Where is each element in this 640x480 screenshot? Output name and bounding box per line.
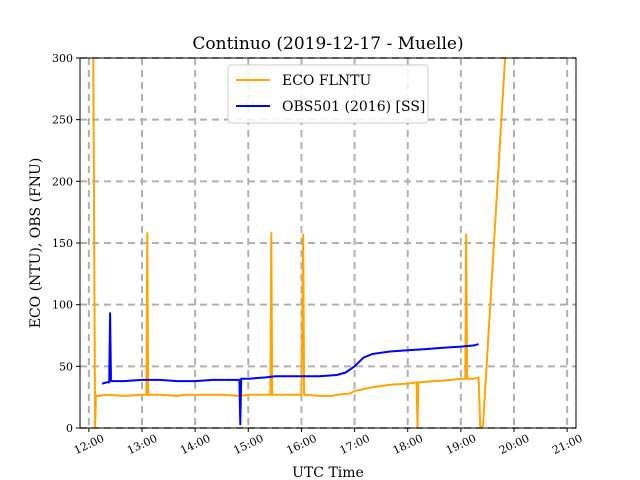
series-line-0 xyxy=(92,58,507,428)
y-axis: 0 50 100 150 200 250 300 xyxy=(52,52,80,435)
x-tick-label: 13:00 xyxy=(125,432,159,457)
y-tick-label: 250 xyxy=(52,114,73,127)
x-tick-label: 20:00 xyxy=(497,432,531,457)
x-tick-label: 16:00 xyxy=(285,432,319,457)
x-axis: 12:00 13:00 14:00 15:00 16:00 17:00 18:00 19:00… xyxy=(72,428,584,457)
chart-title: Continuo (2019-12-17 - Muelle) xyxy=(192,34,463,54)
x-tick-label: 19:00 xyxy=(444,432,478,457)
x-tick-label: 14:00 xyxy=(178,432,212,457)
y-tick-label: 200 xyxy=(52,175,73,188)
x-tick-label: 18:00 xyxy=(391,432,425,457)
legend: ECO FLNTU OBS501 (2016) [SS] xyxy=(227,64,429,124)
y-tick-label: 50 xyxy=(59,360,73,373)
y-tick-label: 150 xyxy=(52,237,73,250)
legend-label-obs: OBS501 (2016) [SS] xyxy=(282,99,425,115)
series-layer xyxy=(92,58,507,428)
x-axis-label: UTC Time xyxy=(292,465,364,480)
x-tick-label: 21:00 xyxy=(550,432,584,457)
x-tick-label: 15:00 xyxy=(231,432,265,457)
series-line-1 xyxy=(101,312,479,426)
y-tick-label: 300 xyxy=(52,52,73,65)
legend-box xyxy=(227,64,429,124)
legend-label-eco: ECO FLNTU xyxy=(282,73,371,89)
y-tick-label: 0 xyxy=(66,422,73,435)
y-axis-label: ECO (NTU), OBS (FNU) xyxy=(28,158,44,329)
y-tick-label: 100 xyxy=(52,299,73,312)
x-tick-label: 12:00 xyxy=(72,432,106,457)
x-tick-label: 17:00 xyxy=(338,432,372,457)
